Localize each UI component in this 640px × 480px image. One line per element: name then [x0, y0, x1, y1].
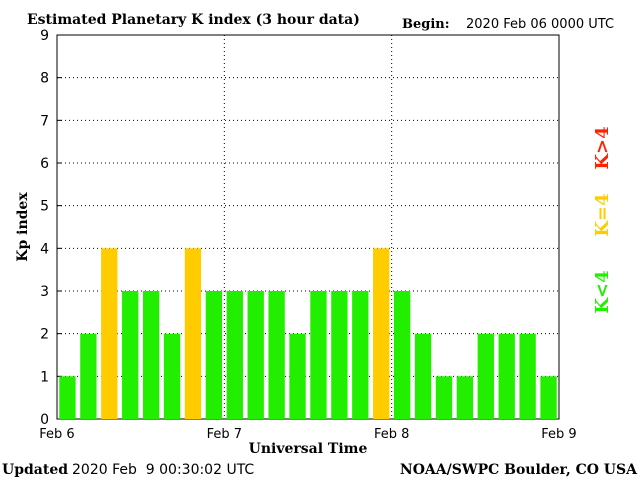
kp-bar [80, 333, 97, 419]
kp-bar [122, 291, 139, 419]
y-tick-label: 0 [40, 412, 49, 428]
kp-bar [226, 291, 243, 419]
updated-value: 2020 Feb 9 00:30:02 UTC [72, 462, 254, 478]
x-tick-labels: Feb 6 Feb 7 Feb 8 Feb 9 [39, 427, 576, 442]
kp-bar [310, 291, 327, 419]
chart-title: Estimated Planetary K index (3 hour data… [27, 12, 360, 28]
y-tick-labels: 0 1 2 3 4 5 6 7 8 9 [40, 28, 49, 428]
y-tick-label: 5 [40, 199, 49, 215]
kp-bar [205, 291, 223, 419]
updated-label: Updated [2, 462, 68, 478]
y-tick-label: 7 [40, 113, 49, 129]
legend-k-equal-4: K=4 [592, 193, 613, 236]
y-tick-label: 6 [40, 156, 49, 172]
kp-bar [414, 333, 432, 419]
x-tick-label: Feb 8 [374, 427, 409, 442]
kp-bar [59, 376, 76, 419]
kp-bar [101, 248, 118, 419]
begin-value: 2020 Feb 06 0000 UTC [466, 17, 614, 32]
y-tick-label: 8 [40, 71, 49, 87]
kp-bar [373, 248, 390, 419]
legend-k-less-4: K<4 [592, 270, 613, 313]
kp-bar [142, 291, 160, 419]
kp-bar [352, 291, 369, 419]
bars [59, 248, 557, 419]
x-axis-label: Universal Time [249, 441, 368, 457]
plot-frame [56, 34, 560, 420]
kp-bar [184, 248, 202, 419]
legend-k-greater-4: K>4 [592, 126, 613, 169]
kp-bar [163, 333, 181, 419]
kp-bar [456, 376, 474, 419]
kp-bar [477, 333, 494, 419]
kp-bar [247, 291, 264, 419]
kp-bar [498, 333, 515, 419]
y-axis-label: Kp index [15, 192, 31, 262]
x-tick-label: Feb 6 [39, 427, 74, 442]
kp-bar [540, 376, 557, 419]
x-tick-label: Feb 7 [207, 427, 242, 442]
y-tick-label: 1 [40, 369, 49, 385]
kp-bar [393, 291, 411, 419]
x-tick-label: Feb 9 [541, 427, 576, 442]
grid-lines [57, 35, 559, 419]
kp-bar [331, 291, 348, 419]
y-tick-label: 9 [40, 28, 49, 44]
kp-bar [435, 376, 453, 419]
y-tick-label: 3 [40, 284, 49, 300]
y-tick-label: 2 [40, 327, 49, 343]
kp-bar [289, 333, 306, 419]
kp-bar [268, 291, 285, 419]
begin-label: Begin: [402, 17, 450, 32]
kp-bar [519, 333, 536, 419]
y-tick-label: 4 [40, 241, 49, 257]
source-credit: NOAA/SWPC Boulder, CO USA [400, 462, 638, 478]
